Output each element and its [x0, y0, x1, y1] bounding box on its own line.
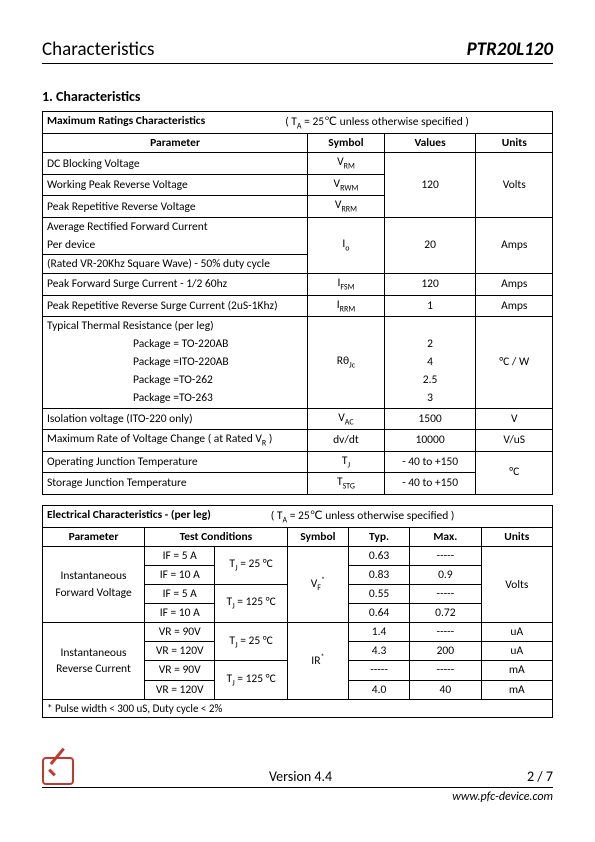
section-title: 1. Characteristics [42, 88, 553, 105]
table-header-row: Parameter Test Conditions Symbol Typ. Ma… [43, 527, 553, 546]
max-ratings-table: Parameter Symbol Values Units DC Blockin… [42, 133, 553, 494]
table2-title: Electrical Characteristics - (per leg) [47, 508, 211, 525]
table-row: Average Rectified Forward Current Io 20 … [43, 217, 553, 236]
table-footnote: * Pulse width < 300 uS, Duty cycle < 2% [43, 699, 553, 717]
col-symbol: Symbol [308, 134, 385, 153]
col-units: Units [481, 527, 552, 546]
header-right: PTR20L120 [467, 38, 553, 61]
electrical-table: Parameter Test Conditions Symbol Typ. Ma… [42, 527, 553, 718]
table2-condition: ( TA = 25℃ unless otherwise specified ) [271, 508, 455, 525]
table1-title-row: Maximum Ratings Characteristics ( TA = 2… [42, 111, 553, 133]
footer-version: Version 4.4 [269, 768, 332, 785]
table-row: Peak Repetitive Reverse Surge Current (2… [43, 295, 553, 316]
page-header: Characteristics PTR20L120 [42, 38, 553, 64]
table-row: Instantaneous Forward Voltage IF = 5 A T… [43, 546, 553, 565]
col-parameter: Parameter [43, 134, 308, 153]
table-row: Peak Forward Surge Current - 1/2 60hz IF… [43, 274, 553, 295]
table-row: Typical Thermal Resistance (per leg) RθJ… [43, 317, 553, 336]
col-max: Max. [410, 527, 481, 546]
table1-title: Maximum Ratings Characteristics [47, 114, 205, 131]
col-symbol: Symbol [287, 527, 348, 546]
footer-page: 2 / 7 [527, 768, 553, 785]
col-test-conditions: Test Conditions [145, 527, 288, 546]
table-row: Maximum Rate of Voltage Change ( at Rate… [43, 430, 553, 451]
footer-url: www.pfc-device.com [42, 790, 553, 804]
table1-condition: ( TA = 25℃ unless otherwise specified ) [285, 114, 469, 131]
logo-icon [42, 757, 74, 785]
table-row: DC Blocking Voltage VRM 120 Volts [43, 153, 553, 174]
table-row: Instantaneous Reverse Current VR = 90V T… [43, 623, 553, 642]
col-values: Values [384, 134, 476, 153]
header-left: Characteristics [42, 38, 154, 61]
table-header-row: Parameter Symbol Values Units [43, 134, 553, 153]
col-parameter: Parameter [43, 527, 145, 546]
table-row: Operating Junction Temperature TJ - 40 t… [43, 451, 553, 472]
table-row: Isolation voltage (ITO-220 only) VAC 150… [43, 408, 553, 429]
table2-title-row: Electrical Characteristics - (per leg) (… [42, 505, 553, 527]
col-units: Units [476, 134, 553, 153]
col-typ: Typ. [348, 527, 409, 546]
page-footer: Version 4.4 2 / 7 www.pfc-device.com [42, 757, 553, 804]
